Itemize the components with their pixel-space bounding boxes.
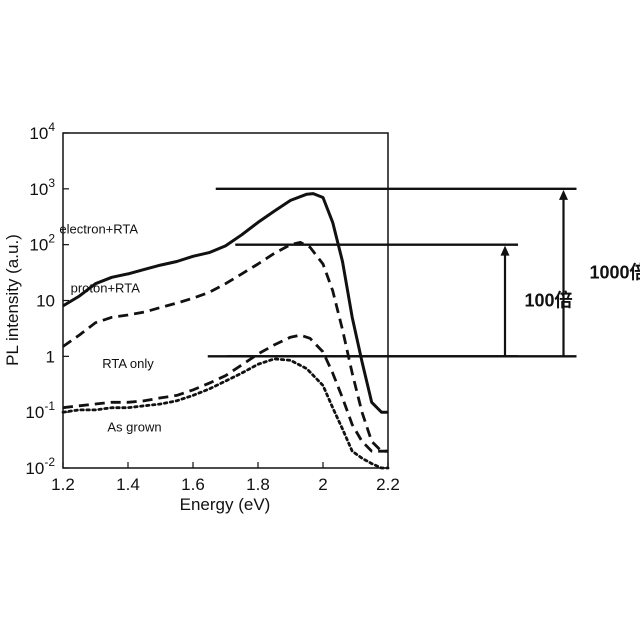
series-label: proton+RTA xyxy=(71,280,141,295)
x-axis-title: Energy (eV) xyxy=(180,495,271,514)
y-tick-label: 103 xyxy=(29,176,55,199)
x-tick-label: 2 xyxy=(318,475,327,494)
ratio-annotation: 100倍 xyxy=(525,290,573,311)
x-tick-label: 1.6 xyxy=(181,475,205,494)
arrow-head xyxy=(559,190,568,200)
x-tick-label: 1.4 xyxy=(116,475,140,494)
x-tick-label: 1.8 xyxy=(246,475,270,494)
y-tick-label: 1 xyxy=(46,347,55,366)
y-axis-title: PL intensity (a.u.) xyxy=(3,234,22,366)
y-tick-label: 10 xyxy=(36,292,55,311)
y-tick-label: 10-1 xyxy=(25,399,55,422)
arrow-head xyxy=(501,246,510,256)
x-tick-label: 2.2 xyxy=(376,475,400,494)
series-label: RTA only xyxy=(102,356,154,371)
y-tick-label: 102 xyxy=(29,232,55,255)
series-layer: electron+RTA proton+RTA RTA only As grown xyxy=(59,194,388,468)
axis-ticks: 1.21.41.61.822.210-210-1110102103104 xyxy=(25,120,399,494)
ratio-annotation: 1000倍 xyxy=(590,262,640,283)
series-label: electron+RTA xyxy=(59,221,138,236)
x-tick-label: 1.2 xyxy=(51,475,75,494)
series-label: As grown xyxy=(107,420,161,435)
plot-frame xyxy=(63,133,388,468)
y-tick-label: 104 xyxy=(29,120,55,143)
